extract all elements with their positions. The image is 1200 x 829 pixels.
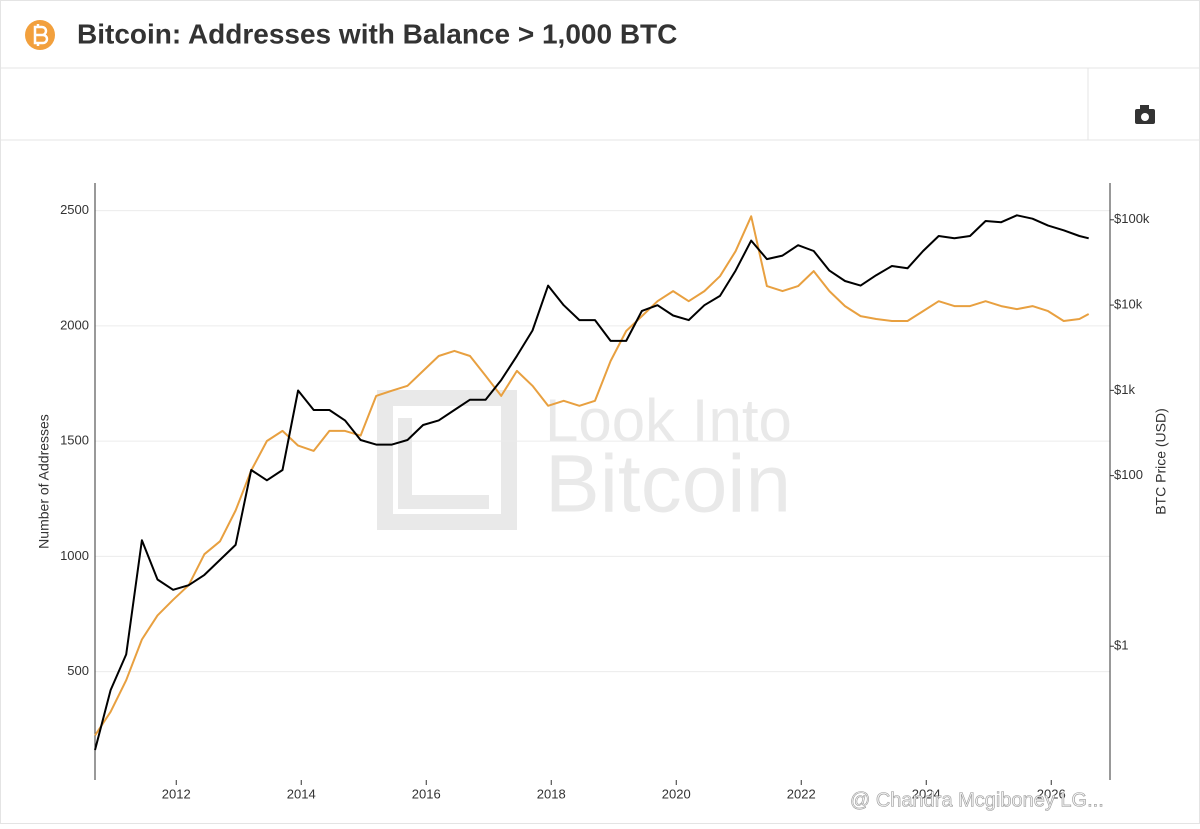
x-tick-label: 2022 [787,786,816,801]
y2-axis-title: BTC Price (USD) [1153,408,1169,515]
watermark-logo [377,390,517,530]
y-tick-label: 2000 [60,317,89,332]
plot: 500 1000 1500 2000 2500 $1 $100 $1k $10k $100k 201… [36,183,1169,801]
y-axis-title: Number of Addresses [36,414,52,549]
watermark-text: Bitcoin [545,439,791,530]
data-line [94,214,1089,751]
x-tick-label: 2012 [162,786,191,801]
y-tick-label: 1500 [60,433,89,448]
watermark: Look Into Bitcoin [377,387,792,530]
y2-tick-label: $1k [1114,382,1135,397]
x-tick-label: 2020 [662,786,691,801]
watermark-text: Look Into [545,387,792,454]
camera-top[interactable] [1140,105,1149,110]
camera-button[interactable] [1135,105,1155,124]
watermark-logo-inner [398,418,489,509]
y-tick-label: 1000 [60,548,89,563]
x-tick-label: 2026 [1037,786,1066,801]
y2-tick-label: $100 [1114,467,1143,482]
camera-lens[interactable] [1141,113,1149,121]
overlay-caption: @ Chandra Mcgiboney LG... [850,789,1104,811]
y2-tick-label: $1 [1114,638,1128,653]
y2-tick-label: $10k [1114,297,1143,312]
x-tick-label: 2018 [537,786,566,801]
x-tick-label: 2024 [912,786,941,801]
x-tick-label: 2014 [287,786,316,801]
y2-tick-label: $100k [1114,211,1150,226]
bitcoin-glyph [33,24,49,46]
page-title: Bitcoin: Addresses with Balance > 1,000 … [77,18,677,49]
data-line [94,215,1090,736]
y-tick-label: 500 [67,663,89,678]
x-tick-label: 2016 [412,786,441,801]
y-tick-label: 2500 [60,202,89,217]
